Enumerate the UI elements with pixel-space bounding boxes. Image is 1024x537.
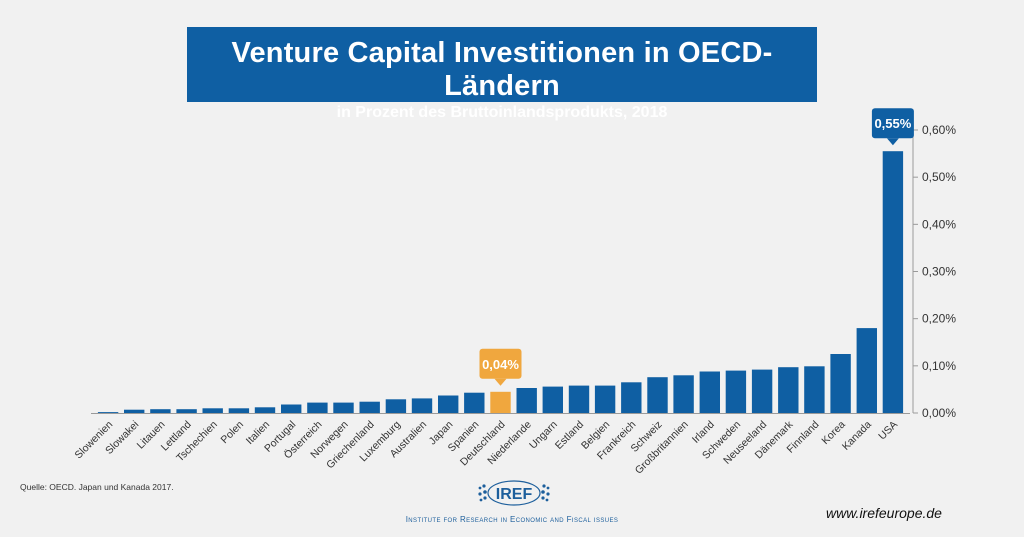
bar-deutschland: [490, 391, 511, 413]
y-tick-label: 0,00%: [922, 406, 956, 420]
bar-frankreich: [621, 382, 642, 413]
logo-text: IREF: [496, 486, 533, 503]
callout-pointer: [886, 138, 899, 146]
source-note: Quelle: OECD. Japan und Kanada 2017.: [20, 482, 174, 492]
y-tick-label: 0,60%: [922, 123, 956, 137]
bar-polen: [228, 408, 250, 413]
y-tick-label: 0,20%: [922, 312, 956, 326]
callout-box: [479, 348, 522, 379]
callout-pointer: [494, 378, 507, 386]
bar-irland: [699, 371, 720, 413]
bar-norwegen: [333, 402, 354, 413]
bar-lettland: [176, 409, 197, 413]
institute-name: Institute for Research in Economic and F…: [405, 515, 619, 524]
bar-ungarn: [542, 386, 563, 413]
title-box: Venture Capital Investitionen in OECD-Lä…: [187, 27, 817, 121]
bar-österreich: [307, 402, 328, 413]
chart-title: Venture Capital Investitionen in OECD-Lä…: [231, 37, 773, 102]
bar-portugal: [281, 404, 302, 413]
bar-spanien: [464, 392, 485, 413]
data-label: 0,55%: [874, 116, 911, 131]
bar-luxemburg: [385, 399, 407, 413]
x-tick-label: Kanada: [840, 419, 874, 453]
bar-großbritannien: [673, 375, 694, 413]
bar-tschechien: [202, 408, 223, 413]
bar-slowenien: [97, 412, 119, 413]
bar-schweiz: [647, 377, 668, 413]
bar-litauen: [150, 409, 171, 413]
bar-niederlande: [516, 388, 537, 413]
bar-griechenland: [359, 401, 380, 413]
bar-schweden: [725, 370, 747, 413]
callout-box: [871, 108, 914, 139]
bar-finnland: [804, 366, 825, 413]
bar-japan: [438, 395, 459, 413]
bar-dänemark: [778, 367, 799, 413]
bar-neuseeland: [751, 369, 773, 413]
bar-korea: [830, 354, 851, 413]
data-label: 0,04%: [482, 357, 519, 372]
bar-italien: [254, 407, 276, 413]
iref-logo: IREF: [478, 480, 550, 506]
chart-subtitle: in Prozent des Bruttoinlandsprodukts, 20…: [336, 104, 668, 121]
y-tick-label: 0,40%: [922, 217, 956, 231]
y-tick-label: 0,30%: [922, 265, 956, 279]
bar-kanada: [856, 328, 877, 413]
bar-australien: [411, 398, 433, 413]
y-tick-label: 0,10%: [922, 359, 956, 373]
website-url: www.irefeurope.de: [826, 505, 942, 521]
bar-belgien: [594, 385, 616, 413]
x-tick-label: Polen: [219, 419, 247, 447]
bar-estland: [568, 385, 590, 413]
x-tick-label: USA: [876, 419, 900, 443]
bar-usa: [882, 151, 904, 413]
y-tick-label: 0,50%: [922, 170, 956, 184]
bar-slowakei: [124, 409, 145, 413]
